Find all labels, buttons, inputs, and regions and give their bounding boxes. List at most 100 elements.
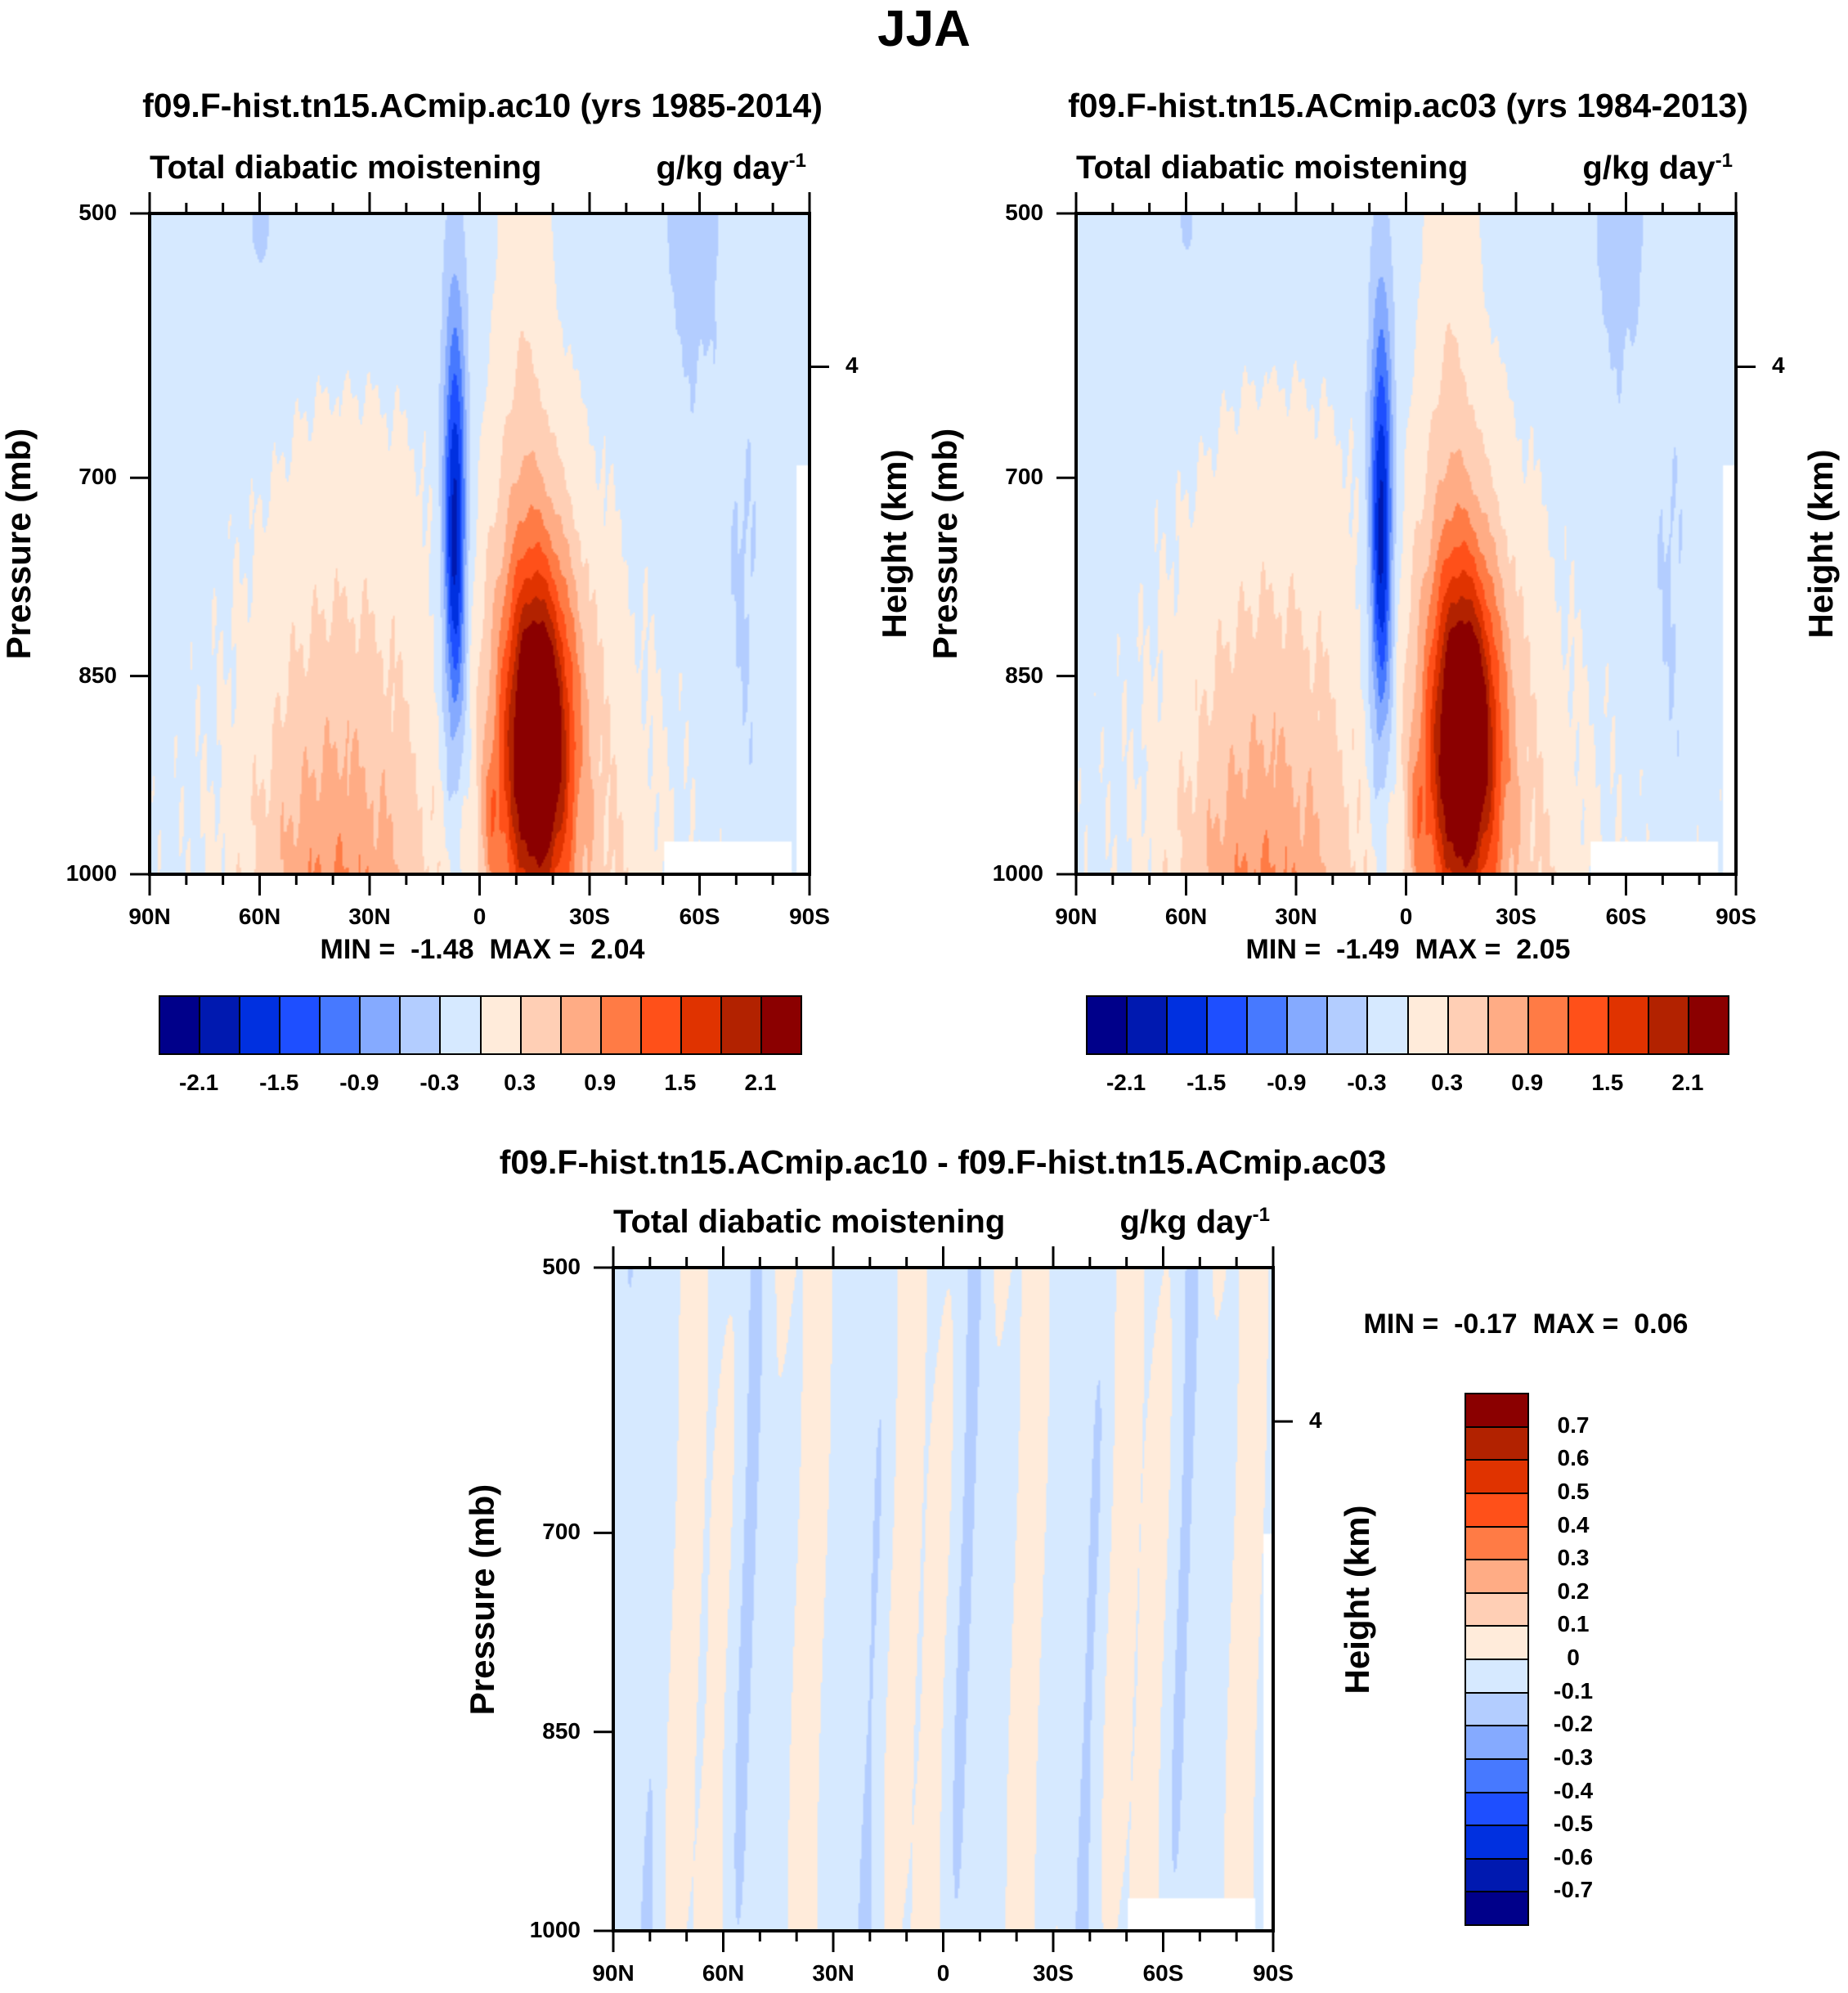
units-label: g/kg day-1 — [656, 150, 806, 186]
panel-title: f09.F-hist.tn15.ACmip.ac03 (yrs 1984-201… — [1068, 87, 1748, 124]
colorbar-box — [1086, 995, 1128, 1055]
x-tick-label: 90N — [128, 904, 171, 929]
colorbar-label: 1.5 — [1591, 1070, 1624, 1095]
units-exponent: -1 — [1252, 1204, 1270, 1226]
x-tick-label: 90S — [789, 904, 830, 929]
units-exponent: -1 — [788, 150, 806, 172]
max-label: MAX = — [1532, 1308, 1619, 1340]
x-tick-label: 30N — [812, 1960, 854, 1986]
max-label: MAX = — [489, 934, 576, 965]
y-tick-label: 500 — [1005, 200, 1043, 225]
units-text: g/kg day — [1582, 150, 1716, 186]
x-tick-label: 0 — [1399, 904, 1413, 929]
x-tick-label: 0 — [473, 904, 487, 929]
colorbar-box — [1567, 995, 1609, 1055]
colorbar-label: -0.4 — [1553, 1777, 1594, 1803]
colorbar-label: 0.9 — [584, 1070, 617, 1095]
colorbar-box — [1464, 1591, 1529, 1627]
colorbar-box — [159, 995, 201, 1055]
colorbar-label: -1.5 — [1186, 1070, 1227, 1095]
min-max-readout: MIN = -1.48 MAX = 2.04 — [155, 934, 810, 966]
plot-frame — [612, 1266, 1275, 1932]
y-tick-label: 1000 — [529, 1917, 581, 1942]
contour-field — [1076, 213, 1736, 874]
colorbar-box — [1366, 995, 1409, 1055]
colorbar-box — [279, 995, 321, 1055]
y-axis-label: Pressure (mb) — [926, 428, 964, 660]
x-tick-label: 60N — [238, 904, 281, 929]
colorbar-label: -2.1 — [178, 1070, 219, 1095]
colorbar-box — [680, 995, 722, 1055]
x-tick-label: 30N — [348, 904, 391, 929]
colorbar-box — [479, 995, 522, 1055]
x-tick-label: 90N — [1055, 904, 1097, 929]
colorbar-box — [439, 995, 482, 1055]
units-text: g/kg day — [1119, 1204, 1253, 1241]
figure-title: JJA — [877, 1, 971, 57]
max-label: MAX = — [1415, 934, 1501, 965]
plot-axes — [1056, 192, 1756, 896]
colorbar-box — [1527, 995, 1569, 1055]
units-label: g/kg day-1 — [1119, 1204, 1270, 1241]
colorbar-box — [1464, 1757, 1529, 1793]
colorbar-label: 0.1 — [1557, 1611, 1590, 1637]
colorbar-box — [399, 995, 442, 1055]
y-axis-label-right: Height (km) — [875, 449, 913, 639]
min-label: MIN = — [1363, 1308, 1439, 1340]
y-axis-label-right: Height (km) — [1801, 449, 1840, 639]
x-tick-label: 30N — [1275, 904, 1317, 929]
colorbar-label: 0.5 — [1557, 1478, 1590, 1504]
colorbar-box — [1166, 995, 1209, 1055]
colorbar-box — [519, 995, 562, 1055]
min-label: MIN = — [320, 934, 396, 965]
colorbar-label: 0.3 — [1431, 1070, 1464, 1095]
units-exponent: -1 — [1715, 150, 1733, 172]
colorbar-label: -0.1 — [1553, 1677, 1594, 1703]
colorbar-label: -0.7 — [1553, 1877, 1594, 1903]
y-tick-label: 850 — [542, 1717, 581, 1744]
y-tick-label: 700 — [78, 464, 117, 490]
colorbar-label: 0.4 — [1557, 1511, 1590, 1537]
colorbar-box — [639, 995, 682, 1055]
colorbar-box — [319, 995, 361, 1055]
colorbar-box — [1464, 1791, 1529, 1827]
y-tick-label: 700 — [542, 1519, 581, 1545]
colorbar-box — [1687, 995, 1729, 1055]
max-value: 0.06 — [1634, 1308, 1689, 1340]
x-tick-label: 30S — [1033, 1960, 1074, 1986]
x-tick-label: 90N — [592, 1960, 635, 1986]
colorbar-box — [1286, 995, 1329, 1055]
colorbar-box — [239, 995, 281, 1055]
colorbar-label: 0.7 — [1557, 1412, 1590, 1438]
colorbar-box — [1464, 1525, 1529, 1561]
colorbar-box — [1326, 995, 1369, 1055]
colorbar-label: 2.1 — [1671, 1070, 1704, 1095]
x-tick-label: 90S — [1253, 1960, 1294, 1986]
right-tick-label: 4 — [1309, 1407, 1322, 1434]
x-tick-label: 60S — [1605, 904, 1647, 929]
colorbar-label: -0.9 — [339, 1070, 379, 1095]
colorbar-box — [1464, 1659, 1529, 1694]
colorbar-box — [1464, 1891, 1529, 1926]
plot-subtitle: Total diabatic moistening — [1076, 150, 1469, 186]
min-max-readout: MIN = -0.17 MAX = 0.06 — [1199, 1308, 1848, 1340]
colorbar-box — [1464, 1459, 1529, 1494]
colorbar-box — [1246, 995, 1289, 1055]
min-value: -1.49 — [1336, 934, 1400, 965]
colorbar-box — [1464, 1825, 1529, 1860]
x-tick-label: 30S — [569, 904, 610, 929]
y-tick-label: 500 — [542, 1254, 581, 1279]
y-tick-label: 1000 — [65, 860, 117, 886]
max-value: 2.05 — [1516, 934, 1571, 965]
colorbar-box — [1647, 995, 1689, 1055]
colorbar-box — [559, 995, 602, 1055]
colorbar-box — [1464, 1492, 1529, 1528]
y-tick-label: 850 — [78, 662, 117, 688]
min-max-readout: MIN = -1.49 MAX = 2.05 — [1081, 934, 1735, 966]
colorbar-label: -0.5 — [1553, 1811, 1594, 1837]
plot-axes — [130, 192, 829, 896]
colorbar-label: -2.1 — [1106, 1070, 1146, 1095]
min-value: -1.48 — [410, 934, 474, 965]
colorbar-label: -0.2 — [1553, 1711, 1594, 1737]
colorbar-box — [1126, 995, 1168, 1055]
